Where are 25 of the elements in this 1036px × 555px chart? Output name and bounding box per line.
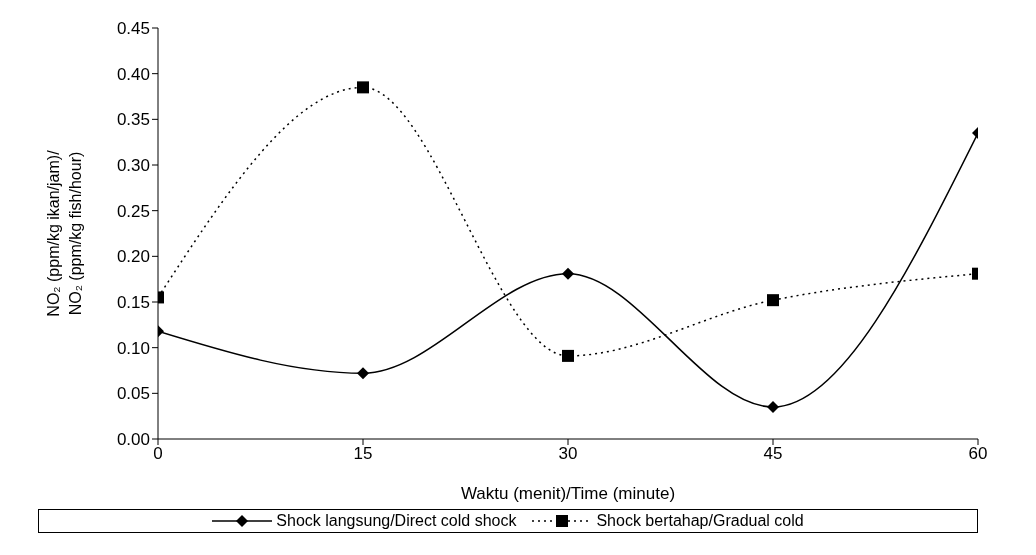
point [562, 267, 574, 280]
y-tick-label: 0.35 [116, 110, 150, 130]
x-tick-label: 60 [968, 444, 988, 464]
legend-label: Shock bertahap/Gradual cold [596, 512, 804, 530]
point [767, 401, 779, 414]
y-tick-label: 0.45 [116, 19, 150, 39]
y-tick-label: 0.05 [116, 384, 150, 404]
x-tick-label: 45 [763, 444, 783, 464]
point [767, 294, 779, 307]
x-tick-label: 30 [558, 444, 578, 464]
y-tick-label: 0.20 [116, 247, 150, 267]
point [562, 349, 574, 362]
x-tick-label: 15 [353, 444, 373, 464]
legend-label: Shock langsung/Direct cold shock [276, 512, 517, 530]
y-tick-label: 0.25 [116, 201, 150, 221]
point [357, 367, 369, 380]
point [357, 81, 369, 94]
y-tick-label: 0.30 [116, 156, 150, 176]
y-tick-label: 0.15 [116, 293, 150, 313]
y-tick-label: 0.10 [116, 338, 150, 358]
y-tick-label: 0.00 [116, 430, 150, 450]
x-tick-label: 0 [153, 444, 163, 464]
y-axis-title: NO₂ (ppm/kg ikan/jam)/ NO₂ (ppm/kg fish/hour) [45, 149, 84, 317]
y-tick-label: 0.40 [116, 64, 150, 84]
x-axis-title: Waktu (menit)/Time (minute) [460, 484, 676, 503]
